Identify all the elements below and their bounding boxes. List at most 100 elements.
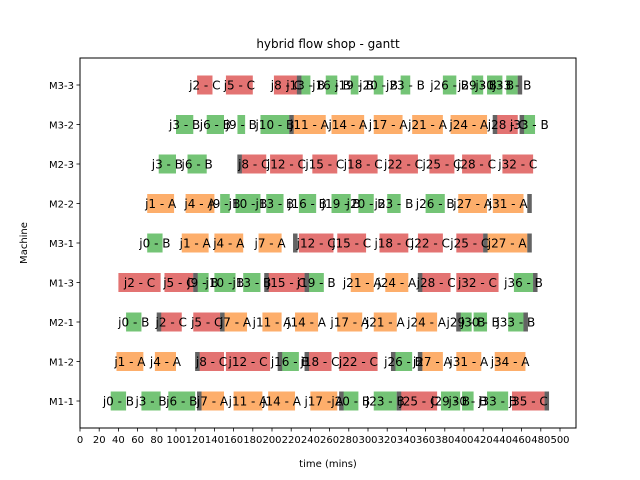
task-label: j9 - B bbox=[186, 276, 218, 290]
task-bar bbox=[295, 312, 319, 332]
machine-label: M1-1 bbox=[49, 397, 74, 408]
task-bar bbox=[293, 115, 326, 134]
task-bar bbox=[373, 115, 403, 134]
task-label: j19 - B bbox=[321, 197, 361, 211]
task-label: j19 - B bbox=[296, 276, 336, 290]
task-bar bbox=[487, 75, 503, 95]
task-bar bbox=[496, 115, 518, 134]
task-label: j7 - A bbox=[219, 316, 252, 330]
task-label: j28 - C bbox=[487, 118, 527, 132]
task-label: j7 - A bbox=[196, 395, 229, 409]
task-label: j3 - B bbox=[134, 395, 166, 409]
setup-mark bbox=[277, 352, 283, 371]
task-bar bbox=[339, 352, 378, 371]
task-bar bbox=[400, 75, 411, 95]
task-bar bbox=[473, 312, 488, 332]
task-bar bbox=[312, 154, 338, 174]
task-label: j17 - A bbox=[329, 316, 370, 330]
task-label: j18 - C bbox=[343, 158, 383, 172]
task-label: j6 - B bbox=[199, 118, 231, 132]
axes-layer: 0 20 40 60 80 100 120 140 160 180 200 220 240 260 280 3… bbox=[49, 81, 570, 446]
task-label: j8 - C bbox=[237, 158, 269, 172]
task-label: j30 - B bbox=[447, 395, 487, 409]
task-bar bbox=[502, 154, 534, 174]
task-label: j23 - B bbox=[365, 395, 405, 409]
task-label: j16 - B bbox=[270, 355, 310, 369]
x-tick-label: 280 bbox=[339, 435, 358, 446]
plot-frame bbox=[79, 57, 577, 429]
task-label: j5 - C bbox=[162, 276, 194, 290]
task-bar bbox=[233, 391, 263, 411]
setup-mark bbox=[304, 352, 310, 371]
task-label: j36 - B bbox=[503, 276, 543, 290]
x-tick-label: 220 bbox=[282, 435, 301, 446]
task-bar bbox=[394, 352, 413, 371]
task-bar bbox=[308, 273, 324, 292]
task-label: j32 - C bbox=[497, 158, 537, 172]
x-tick-label: 200 bbox=[262, 435, 281, 446]
task-bar bbox=[187, 154, 207, 174]
task-bar bbox=[442, 75, 457, 95]
task-label: j25 - C bbox=[398, 395, 438, 409]
task-label: j12 - C bbox=[228, 355, 268, 369]
task-label: j22 - C bbox=[338, 355, 378, 369]
task-label: j0 - B bbox=[102, 395, 134, 409]
task-bar bbox=[440, 391, 461, 411]
task-bar bbox=[181, 233, 209, 253]
task-bar bbox=[206, 115, 224, 134]
task-label: j13 - B bbox=[254, 197, 294, 211]
setup-mark bbox=[456, 312, 461, 332]
task-label: j1 - A bbox=[113, 355, 146, 369]
x-tick-label: 440 bbox=[493, 435, 512, 446]
setup-mark bbox=[293, 233, 298, 253]
task-bar bbox=[185, 194, 215, 213]
x-tick-label: 80 bbox=[150, 435, 163, 446]
chart-title: hybrid flow shop - gantt bbox=[256, 37, 400, 51]
task-bar bbox=[273, 75, 299, 95]
x-tick-label: 340 bbox=[397, 435, 416, 446]
machine-label: M1-2 bbox=[49, 358, 74, 369]
task-bar bbox=[350, 273, 374, 292]
task-bar bbox=[460, 312, 472, 332]
task-label: j4 - A bbox=[149, 355, 182, 369]
task-bar bbox=[214, 233, 244, 253]
task-bar bbox=[164, 273, 194, 292]
x-tick-label: 460 bbox=[512, 435, 531, 446]
task-label: j33 - B bbox=[495, 316, 535, 330]
bars-layer bbox=[110, 75, 550, 411]
setup-mark bbox=[304, 273, 310, 292]
task-bar bbox=[373, 312, 397, 332]
task-bar bbox=[429, 154, 455, 174]
x-tick-label: 160 bbox=[224, 435, 243, 446]
task-label: j27 - A bbox=[487, 237, 528, 251]
task-label: j14 - A bbox=[327, 118, 368, 132]
task-bar bbox=[141, 391, 161, 411]
task-bar bbox=[235, 194, 261, 213]
y-axis-title: Machine bbox=[19, 222, 30, 264]
task-bar bbox=[160, 312, 182, 332]
task-bar bbox=[325, 75, 338, 95]
task-bar bbox=[487, 233, 528, 253]
setup-mark bbox=[483, 233, 488, 253]
task-label: j29 - B bbox=[457, 79, 497, 93]
task-label: j28 - C bbox=[456, 158, 496, 172]
task-bar bbox=[197, 75, 213, 95]
task-bar bbox=[241, 154, 267, 174]
x-tick-label: 60 bbox=[131, 435, 144, 446]
task-label: j9 - B bbox=[225, 118, 257, 132]
task-label: j7 - A bbox=[254, 237, 287, 251]
task-bar bbox=[373, 75, 384, 95]
task-bar bbox=[513, 273, 534, 292]
task-bar bbox=[270, 154, 303, 174]
task-label: j33 - B bbox=[509, 118, 549, 132]
task-bar bbox=[450, 115, 488, 134]
setup-mark bbox=[523, 312, 528, 332]
task-label: j26 - B bbox=[383, 355, 423, 369]
task-label: j13 - B bbox=[231, 276, 271, 290]
task-bar bbox=[350, 75, 359, 95]
x-tick-label: 500 bbox=[550, 435, 569, 446]
machine-label: M2-3 bbox=[49, 160, 74, 171]
task-label: j0 - B bbox=[138, 237, 170, 251]
task-bar bbox=[494, 352, 526, 371]
x-tick-label: 40 bbox=[112, 435, 125, 446]
